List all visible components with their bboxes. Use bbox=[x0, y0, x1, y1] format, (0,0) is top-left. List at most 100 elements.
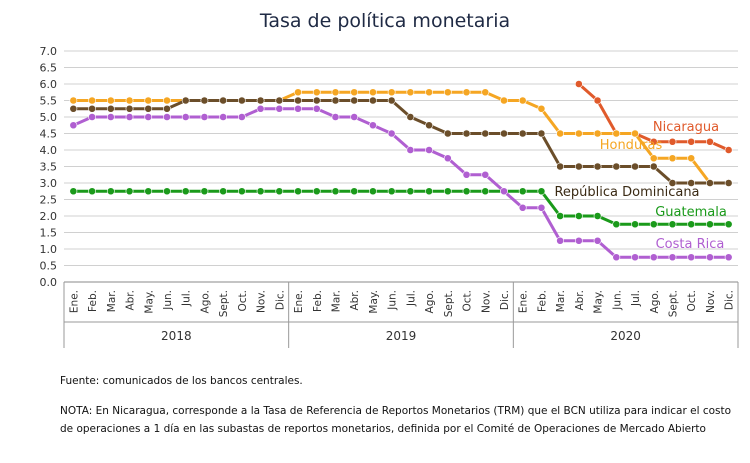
y-tick-label: 3.0 bbox=[40, 177, 58, 190]
data-point bbox=[331, 187, 340, 196]
data-point bbox=[612, 253, 621, 262]
x-tick-label: Oct. bbox=[237, 290, 249, 312]
x-tick-label: Mar. bbox=[106, 290, 118, 312]
data-point bbox=[574, 162, 583, 171]
data-point bbox=[106, 187, 115, 196]
data-point bbox=[724, 220, 733, 229]
data-point bbox=[69, 121, 78, 130]
x-tick-label: Abr. bbox=[574, 290, 586, 311]
data-point bbox=[331, 113, 340, 121]
data-point bbox=[200, 113, 209, 121]
x-tick-label: Dic. bbox=[499, 290, 511, 310]
data-point bbox=[350, 113, 359, 121]
data-point bbox=[500, 129, 508, 138]
y-tick-label: 1.5 bbox=[40, 227, 58, 240]
data-point bbox=[668, 179, 677, 187]
data-point bbox=[163, 104, 171, 113]
series-label: República Dominicana bbox=[554, 185, 699, 200]
x-tick-label: Jun. bbox=[162, 290, 174, 311]
data-point bbox=[649, 154, 658, 163]
data-point bbox=[631, 253, 639, 262]
data-point bbox=[500, 96, 508, 105]
data-point bbox=[556, 236, 565, 245]
data-point bbox=[518, 203, 527, 212]
data-point bbox=[706, 220, 714, 229]
data-point bbox=[593, 96, 602, 105]
y-tick-label: 0.0 bbox=[40, 276, 58, 289]
data-point bbox=[219, 113, 228, 121]
data-point bbox=[88, 187, 96, 196]
data-point bbox=[687, 253, 696, 262]
data-point bbox=[275, 96, 284, 105]
year-label: 2018 bbox=[161, 329, 192, 343]
data-point bbox=[481, 187, 490, 196]
data-point bbox=[144, 113, 153, 121]
data-point bbox=[631, 162, 639, 171]
data-point bbox=[706, 179, 714, 187]
data-point bbox=[668, 253, 677, 262]
data-point bbox=[88, 96, 96, 105]
x-tick-label: Dic. bbox=[724, 290, 736, 310]
grid bbox=[64, 50, 738, 283]
data-point bbox=[237, 187, 246, 196]
data-point bbox=[649, 162, 658, 171]
data-point bbox=[369, 96, 377, 105]
series-labels: Nicaragua Honduras República Dominicana Gua… bbox=[554, 120, 726, 252]
y-tick-label: 0.5 bbox=[40, 260, 58, 273]
y-tick-label: 4.0 bbox=[40, 144, 58, 157]
y-tick-label: 6.5 bbox=[40, 62, 58, 75]
y-tick-label: 2.0 bbox=[40, 210, 58, 223]
data-point bbox=[556, 212, 565, 220]
x-tick-label: Ago. bbox=[424, 290, 436, 313]
data-point bbox=[106, 96, 115, 105]
data-point bbox=[219, 187, 228, 196]
data-point bbox=[518, 129, 527, 138]
x-tick-label: Ago. bbox=[649, 290, 661, 313]
y-tick-label: 5.5 bbox=[40, 95, 58, 108]
data-point bbox=[631, 220, 639, 229]
data-point bbox=[518, 96, 527, 105]
data-point bbox=[312, 88, 321, 97]
y-tick-label: 6.0 bbox=[40, 78, 58, 91]
data-point bbox=[687, 154, 696, 163]
x-tick-label: Nov. bbox=[480, 290, 492, 313]
data-point bbox=[612, 220, 621, 229]
data-point bbox=[631, 129, 639, 138]
x-axis: Ene. Feb. Mar. Abr. May. Jun. Jul. Ago. Sept. Oct… bbox=[63, 281, 739, 348]
data-point bbox=[668, 220, 677, 229]
data-point bbox=[537, 104, 546, 113]
y-tick-label: 2.5 bbox=[40, 194, 58, 207]
data-point bbox=[294, 96, 302, 105]
data-point bbox=[312, 96, 321, 105]
data-point bbox=[425, 146, 433, 154]
data-point bbox=[387, 187, 396, 196]
data-point bbox=[200, 96, 209, 105]
x-tick-label: Nov. bbox=[705, 290, 717, 313]
data-point bbox=[181, 96, 190, 105]
data-point bbox=[649, 137, 658, 146]
x-tick-label: Dic. bbox=[274, 290, 286, 310]
x-tick-label: Sept. bbox=[218, 290, 230, 317]
series-label: Guatemala bbox=[655, 205, 727, 220]
data-point bbox=[537, 203, 546, 212]
data-point bbox=[331, 88, 340, 97]
data-point bbox=[481, 170, 490, 179]
data-point bbox=[294, 104, 302, 113]
data-point bbox=[106, 104, 115, 113]
data-point bbox=[163, 96, 171, 105]
data-point bbox=[500, 187, 508, 196]
x-tick-label: Sept. bbox=[443, 290, 455, 317]
x-tick-label: Ene. bbox=[68, 290, 80, 313]
data-point bbox=[462, 88, 471, 97]
data-point bbox=[369, 88, 377, 97]
data-point bbox=[443, 88, 452, 97]
data-point bbox=[69, 187, 78, 196]
x-tick-label: Mar. bbox=[555, 290, 567, 312]
data-point bbox=[369, 121, 377, 130]
data-point bbox=[724, 179, 733, 187]
data-point bbox=[294, 88, 302, 97]
x-tick-label: Sept. bbox=[667, 290, 679, 317]
data-point bbox=[425, 121, 433, 130]
data-point bbox=[462, 187, 471, 196]
x-tick-label: Abr. bbox=[125, 290, 137, 311]
